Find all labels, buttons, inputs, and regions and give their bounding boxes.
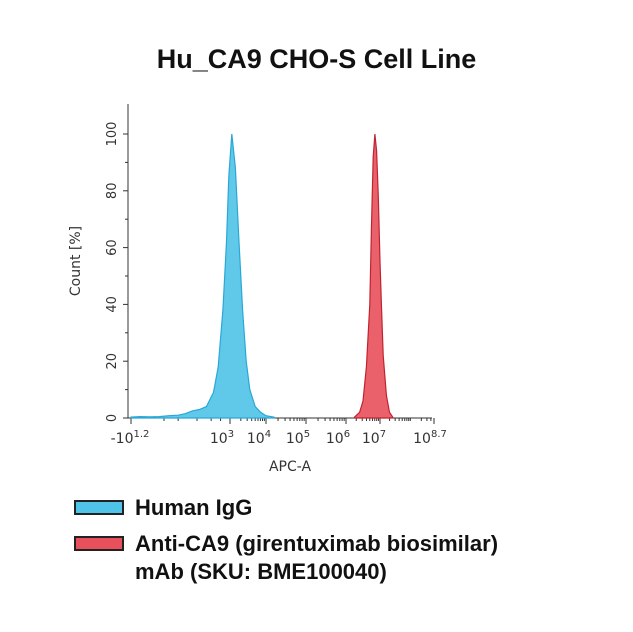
series-area-human-igg (130, 133, 275, 419)
y-tick-label: 100 (105, 122, 120, 147)
legend-label-anti-ca9: Anti-CA9 (girentuximab biosimilar) mAb (… (135, 531, 499, 584)
chart-title: Hu_CA9 CHO-S Cell Line (156, 44, 477, 74)
y-tick-label: 80 (105, 183, 120, 200)
x-tick-label: 108.7 (413, 429, 447, 447)
y-tick-label: 60 (105, 239, 120, 256)
x-axis-label: APC-A (269, 459, 312, 475)
legend-label-human-igg: Human IgG (135, 495, 253, 520)
y-tick-label: 0 (105, 414, 120, 422)
x-tick-label: -101.2 (111, 429, 150, 447)
y-axis-label: Count [%] (68, 226, 84, 296)
x-tick-label: 104 (247, 429, 271, 447)
x-tick-label: 105 (286, 429, 310, 447)
legend-swatch-human-igg (74, 500, 124, 515)
series-area-anti-ca9 (353, 133, 394, 419)
x-tick-label: 106 (326, 429, 350, 447)
y-tick-label: 20 (105, 353, 120, 370)
x-tick-label: 103 (210, 429, 234, 447)
x-tick-label: 107 (362, 429, 386, 447)
y-tick-label: 40 (105, 296, 120, 313)
legend-swatch-anti-ca9 (74, 536, 124, 551)
